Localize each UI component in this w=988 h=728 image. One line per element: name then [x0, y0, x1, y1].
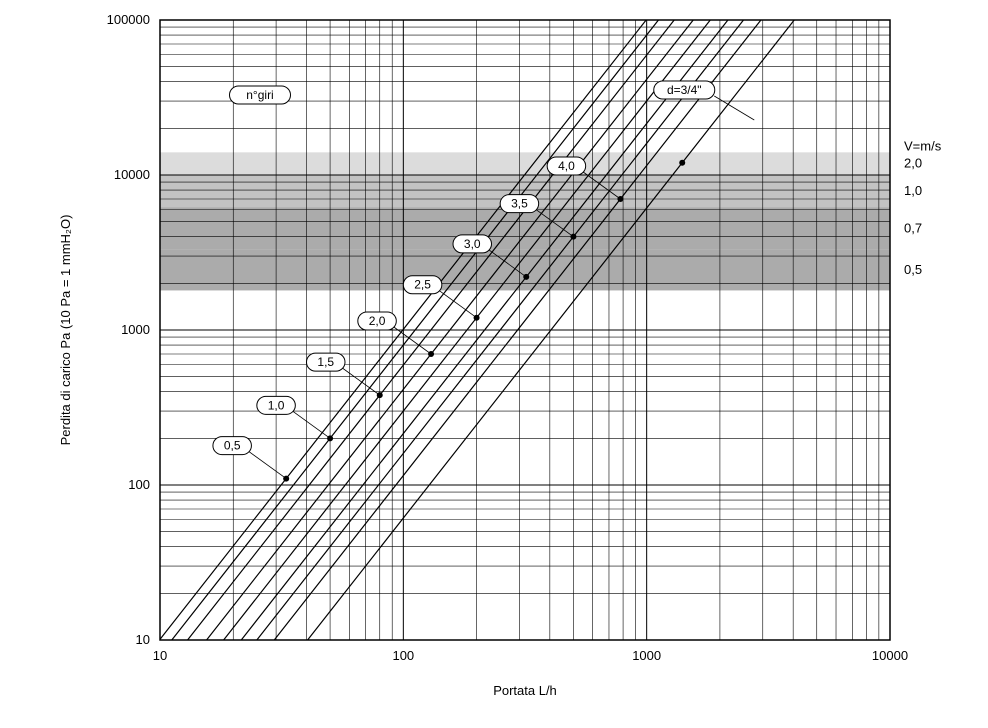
svg-text:d=3/4": d=3/4"	[667, 83, 702, 97]
svg-text:n°giri: n°giri	[246, 88, 273, 102]
velocity-band-label: 1,0	[904, 183, 922, 198]
y-axis-label: Perdita di carico Pa (10 Pa = 1 mmH₂O)	[58, 215, 73, 446]
y-tick-label: 10	[136, 632, 150, 647]
curve-label-pill: 2,5	[403, 276, 442, 294]
svg-text:1,5: 1,5	[317, 355, 334, 369]
y-tick-label: 1000	[121, 322, 150, 337]
x-tick-label: 1000	[632, 648, 661, 663]
pressure-drop-chart: n°giri d=3/4" 0,5 1,0 1,5 2,0 2,5 3,0 3,5 4,0 V=m/…	[0, 0, 988, 728]
chart-svg: n°giri d=3/4" 0,5 1,0 1,5 2,0 2,5 3,0 3,5 4,0 V=m/…	[0, 0, 988, 728]
curve-label-pill: 3,5	[500, 195, 538, 213]
svg-text:1,0: 1,0	[268, 398, 285, 412]
velocity-band-label: 2,0	[904, 156, 922, 171]
svg-text:2,5: 2,5	[414, 278, 431, 292]
velocity-header: V=m/s	[904, 138, 942, 153]
svg-text:2,0: 2,0	[369, 314, 386, 328]
curve-label-pill: 1,5	[307, 353, 346, 371]
curve-label-pill: 2,0	[358, 312, 397, 330]
x-axis-label: Portata L/h	[493, 683, 557, 698]
y-tick-label: 100	[128, 477, 150, 492]
svg-text:4,0: 4,0	[558, 159, 575, 173]
n-giri-label: n°giri	[230, 86, 291, 104]
curve-label-pill: 3,0	[453, 235, 492, 253]
x-tick-label: 10000	[872, 648, 908, 663]
y-tick-label: 100000	[107, 12, 150, 27]
svg-text:3,0: 3,0	[464, 237, 481, 251]
x-tick-label: 10	[153, 648, 167, 663]
velocity-band-label: 0,7	[904, 220, 922, 235]
y-tick-label: 10000	[114, 167, 150, 182]
velocity-band-label: 0,5	[904, 262, 922, 277]
curve-label-pill: 1,0	[257, 396, 296, 414]
x-tick-label: 100	[392, 648, 414, 663]
svg-text:3,5: 3,5	[511, 197, 528, 211]
d-line-label: d=3/4"	[654, 81, 715, 99]
svg-text:0,5: 0,5	[224, 439, 241, 453]
curve-label-pill: 4,0	[547, 157, 586, 175]
curve-label-pill: 0,5	[213, 437, 252, 455]
